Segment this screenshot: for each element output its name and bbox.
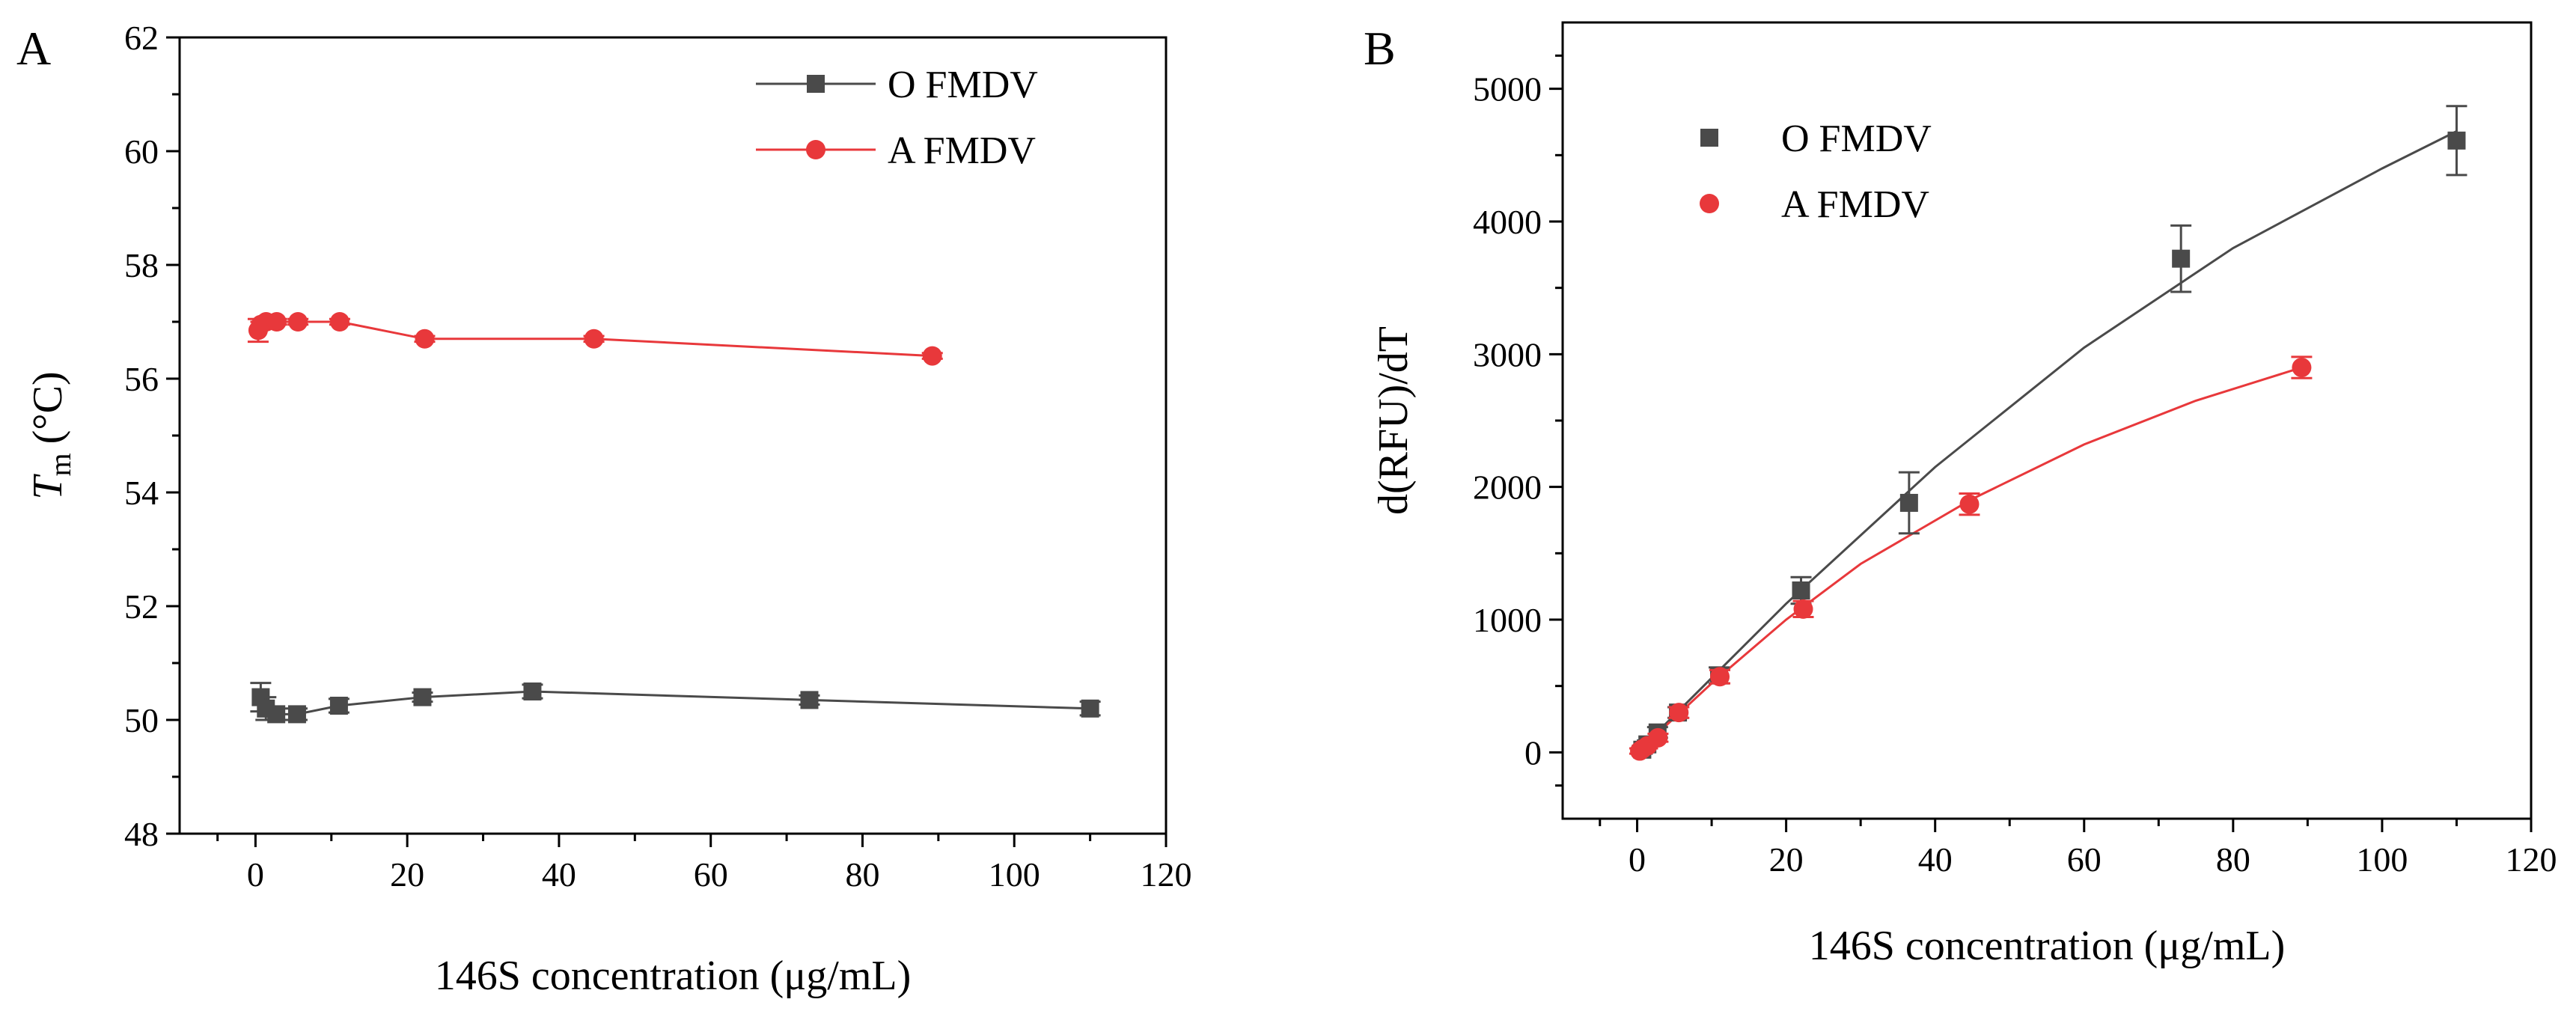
data-point-a: [1669, 703, 1689, 723]
panel-a-y-axis-unit: (°C): [25, 371, 71, 444]
panel-a-legend-entry-a: A FMDV: [756, 129, 1036, 172]
x-tick-label: 0: [247, 855, 264, 894]
y-tick-label: 1000: [1473, 601, 1542, 639]
y-tick-label: 48: [124, 815, 159, 853]
y-tick-label: 50: [124, 701, 159, 739]
panel-a-legend-label-a: A FMDV: [888, 129, 1036, 172]
data-point-o: [800, 691, 819, 709]
x-tick-label: 80: [845, 855, 879, 894]
x-tick-label: 60: [694, 855, 728, 894]
y-tick-label: 62: [124, 19, 159, 57]
data-point-o: [1899, 493, 1918, 512]
y-tick-label: 52: [124, 587, 159, 626]
panel-b-label: B: [1364, 22, 1396, 75]
panel-a: A 0 20 40 60 80 100 120 48 50 52 54 56 58 60 62 146S …: [16, 19, 1192, 999]
x-tick-label: 20: [1769, 840, 1804, 879]
panel-a-legend-entry-o: O FMDV: [756, 64, 1038, 106]
y-tick-label: 58: [124, 246, 159, 284]
data-point-o: [2172, 249, 2191, 268]
panel-a-x-ticks: 0 20 40 60 80 100 120: [216, 834, 1192, 894]
x-tick-label: 100: [989, 855, 1040, 894]
data-point-a: [922, 346, 942, 366]
y-tick-label: 4000: [1473, 203, 1542, 241]
data-point-a: [288, 312, 308, 332]
panel-a-y-ticks: 48 50 52 54 56 58 60 62: [124, 19, 180, 853]
data-point-a: [1793, 599, 1813, 619]
panel-a-series-lines: [257, 320, 1090, 715]
panel-b-legend: O FMDV A FMDV: [1700, 117, 1932, 226]
y-tick-label: 60: [124, 132, 159, 171]
panel-b-y-ticks: 0 1000 2000 3000 4000 5000: [1473, 54, 1563, 787]
data-point-a: [1959, 494, 1980, 514]
fit-curve-a: [1636, 366, 2302, 754]
panel-b-legend-label-a: A FMDV: [1781, 183, 1929, 226]
y-tick-label: 56: [124, 360, 159, 398]
x-tick-label: 120: [2506, 840, 2557, 879]
x-tick-label: 100: [2356, 840, 2408, 879]
x-tick-label: 120: [1141, 855, 1192, 894]
x-tick-label: 20: [390, 855, 424, 894]
panel-b-legend-label-o: O FMDV: [1781, 117, 1932, 160]
y-tick-label: 0: [1524, 733, 1542, 772]
data-point-o: [287, 705, 306, 724]
panel-b-x-axis-title: 146S concentration (μg/mL): [1809, 923, 2286, 969]
panel-a-legend-marker-a: [806, 140, 825, 159]
panel-a-y-axis-subscript: m: [43, 453, 77, 476]
panel-b-x-ticks: 0 20 40 60 80 100 120: [1599, 819, 2557, 879]
panel-b-legend-entry-o: O FMDV: [1700, 117, 1932, 160]
data-point-a: [2292, 358, 2312, 378]
data-point-a: [1710, 667, 1730, 687]
y-tick-label: 3000: [1473, 335, 1542, 373]
data-point-a: [415, 329, 435, 349]
panel-a-legend-label-o: O FMDV: [888, 64, 1038, 106]
panel-a-legend-marker-o: [807, 75, 825, 93]
data-point-o: [1792, 581, 1810, 599]
panel-b: B 0 20 40 60 80 100 120 010002000300040005000 …: [1364, 21, 2557, 969]
x-tick-label: 60: [2067, 840, 2102, 879]
data-point-o: [413, 688, 432, 706]
data-point-a: [329, 312, 350, 332]
panel-a-y-axis-title: Tm (°C): [25, 371, 77, 499]
panel-a-label: A: [16, 22, 51, 75]
data-point-a: [584, 329, 604, 349]
y-tick-label: 54: [124, 474, 159, 512]
x-tick-label: 40: [1918, 840, 1953, 879]
panel-a-markers: [247, 312, 1101, 724]
x-tick-label: 0: [1629, 840, 1646, 879]
data-point-o: [523, 682, 542, 700]
data-point-o: [267, 705, 286, 724]
panel-b-legend-entry-a: A FMDV: [1700, 183, 1929, 226]
data-point-o: [1081, 699, 1099, 718]
x-tick-label: 80: [2216, 840, 2250, 879]
panel-a-legend: O FMDV A FMDV: [756, 64, 1038, 172]
panel-b-markers: [1629, 105, 2467, 761]
data-point-a: [266, 312, 287, 332]
panel-a-x-axis-title: 146S concentration (μg/mL): [435, 953, 912, 999]
y-tick-label: 5000: [1473, 70, 1542, 109]
x-tick-label: 40: [542, 855, 576, 894]
data-point-o: [2447, 131, 2466, 150]
series-line-o: [260, 690, 1090, 715]
panel-b-fit-curves: [1636, 130, 2458, 754]
y-tick-label: 2000: [1473, 468, 1542, 507]
panel-b-legend-marker-o: [1700, 129, 1718, 147]
fit-curve-o: [1636, 130, 2458, 754]
data-point-a: [1648, 727, 1668, 748]
panel-a-y-axis-symbol: T: [25, 474, 71, 500]
panel-b-y-axis-title: d(RFU)/dT: [1370, 326, 1417, 515]
data-point-o: [329, 697, 348, 715]
panel-b-legend-marker-a: [1700, 194, 1719, 213]
